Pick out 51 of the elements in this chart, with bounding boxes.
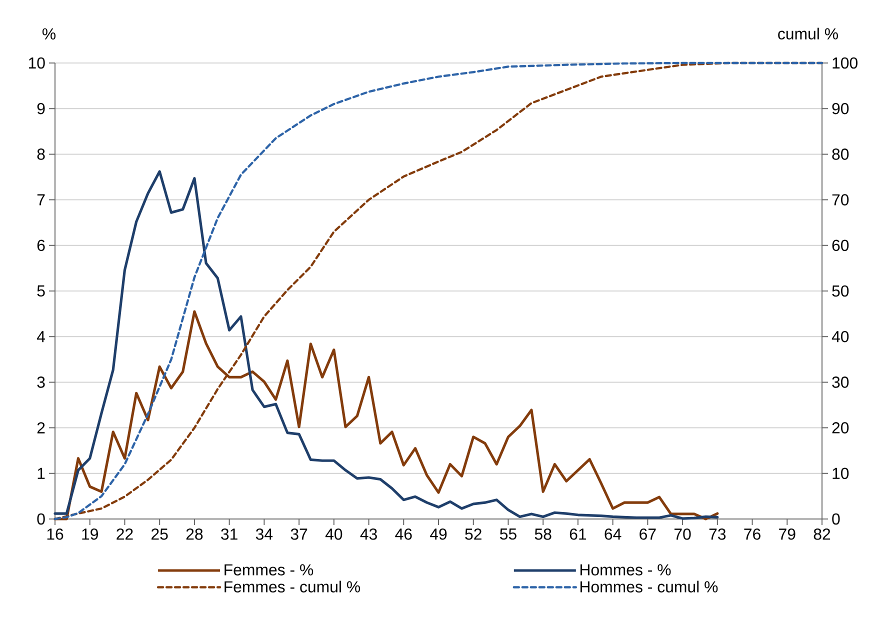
y2-tick-label: 40 xyxy=(832,330,849,342)
y-tick-label: 10 xyxy=(28,57,45,69)
x-tick-label: 19 xyxy=(82,528,98,540)
x-tick-label: 70 xyxy=(674,528,691,540)
x-tick-label: 43 xyxy=(360,528,377,540)
y-axis-title: % xyxy=(42,28,56,40)
x-tick-label: 40 xyxy=(325,528,342,540)
y-tick-label: 0 xyxy=(37,513,45,525)
x-tick-label: 82 xyxy=(814,528,830,540)
y2-tick-label: 0 xyxy=(832,513,840,525)
x-tick-label: 22 xyxy=(116,528,133,540)
x-tick-label: 49 xyxy=(430,528,447,540)
legend-label: Femmes - cumul % xyxy=(224,580,360,592)
y-tick-label: 3 xyxy=(37,376,45,388)
y-tick-label: 5 xyxy=(37,285,45,297)
y2-tick-label: 100 xyxy=(832,57,858,69)
x-tick-label: 64 xyxy=(604,528,622,540)
y2-tick-label: 20 xyxy=(832,422,849,434)
y2-axis-title: cumul % xyxy=(778,28,838,40)
y-tick-label: 9 xyxy=(37,102,45,114)
y2-tick-label: 10 xyxy=(832,468,849,480)
y2-tick-label: 50 xyxy=(832,285,849,297)
y-tick-label: 7 xyxy=(37,194,45,206)
x-tick-label: 61 xyxy=(570,528,586,540)
legend-label: Hommes - cumul % xyxy=(580,580,718,592)
x-tick-label: 55 xyxy=(500,528,516,540)
x-tick-label: 34 xyxy=(256,528,273,540)
x-tick-label: 67 xyxy=(640,528,656,540)
x-tick-label: 31 xyxy=(221,528,238,540)
x-tick-label: 16 xyxy=(47,528,64,540)
x-tick-label: 79 xyxy=(779,528,796,540)
legend-label: Hommes - % xyxy=(580,564,671,576)
x-tick-label: 37 xyxy=(290,528,308,540)
y-tick-label: 8 xyxy=(37,148,45,160)
y-tick-label: 6 xyxy=(37,240,45,252)
x-tick-label: 28 xyxy=(186,528,203,540)
x-tick-label: 46 xyxy=(395,528,412,540)
y2-tick-label: 80 xyxy=(832,148,849,160)
y2-tick-label: 60 xyxy=(832,240,849,252)
x-tick-label: 58 xyxy=(534,528,552,540)
y2-tick-label: 90 xyxy=(832,102,849,114)
y-tick-label: 2 xyxy=(37,422,45,434)
x-tick-label: 76 xyxy=(744,528,760,540)
legend-label: Femmes - % xyxy=(224,564,314,576)
x-tick-label: 73 xyxy=(709,528,726,540)
y-tick-label: 4 xyxy=(36,331,46,342)
x-tick-label: 52 xyxy=(465,528,482,540)
x-tick-label: 25 xyxy=(152,528,168,540)
y2-tick-label: 30 xyxy=(832,376,849,388)
y2-tick-label: 70 xyxy=(832,194,849,206)
y-tick-label: 1 xyxy=(38,468,45,479)
